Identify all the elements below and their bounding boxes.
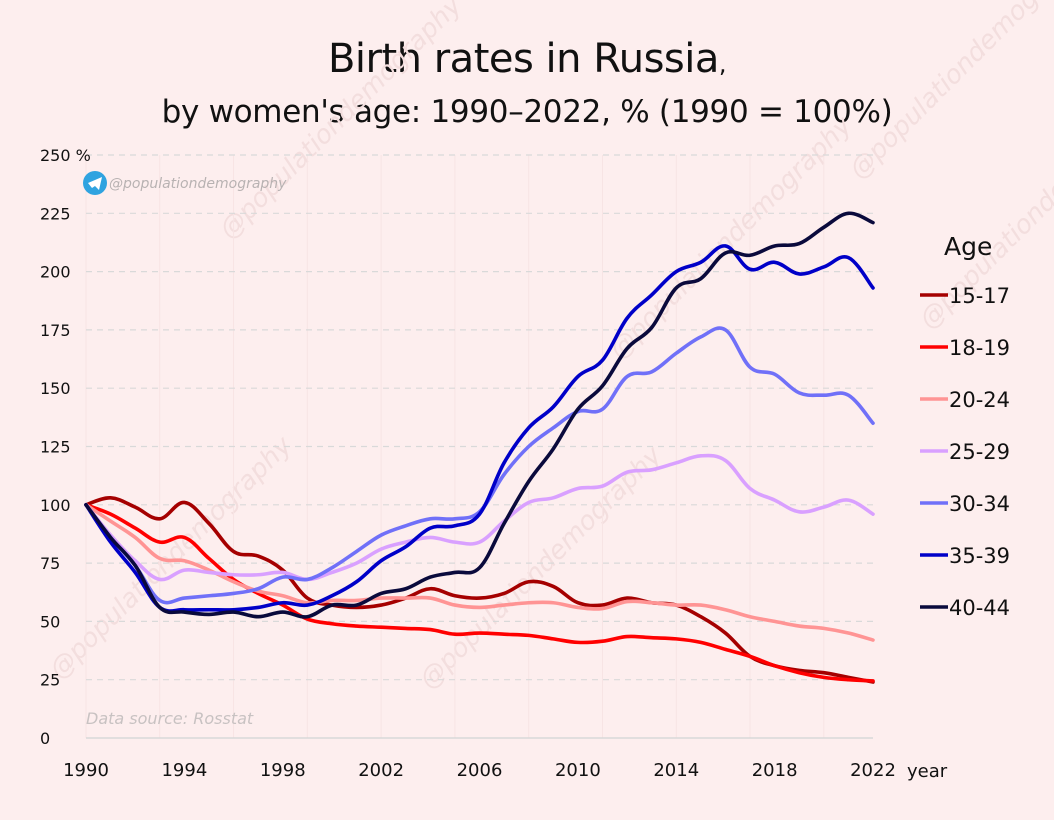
series-line-25-29: [84, 453, 875, 582]
chart-subtitle: by women's age: 1990–2022, % (1990 = 100…: [161, 94, 893, 130]
series-line-35-39: [84, 244, 875, 613]
data-source: Data source: Rosstat: [86, 709, 254, 728]
legend-item: 20-24: [920, 388, 1010, 412]
legend-item: 30-34: [920, 492, 1010, 516]
x-axis-ticks: 1990 1994 1998 2002 2006 2010 2014 2018 2022: [63, 760, 896, 781]
watermark-text: @populationdemography: [414, 440, 669, 695]
legend-item: 15-17: [920, 284, 1010, 308]
x-tick-label: 2006: [457, 760, 503, 781]
series-line-30-34: [84, 326, 875, 605]
chart-title-text: Birth rates in Russia: [327, 36, 719, 82]
chart-title: Birth rates in Russia,: [0, 36, 1054, 82]
y-tick-label: 50: [40, 612, 60, 631]
legend: Age 15-17 18-19 20-24 25-29 30-34 35-39 40-44: [920, 232, 1010, 620]
y-axis-ticks: 0 25 50 75 100 125 150 175 200 225 250 %: [40, 146, 91, 748]
watermark-text: @populationdemography: [844, 0, 1054, 185]
legend-label: 35-39: [949, 544, 1010, 568]
x-tick-label: 1998: [260, 760, 306, 781]
telegram-icon: [83, 171, 107, 195]
series-line-40-44: [84, 211, 875, 619]
legend-label: 40-44: [949, 596, 1010, 620]
y-tick-label: 25: [40, 671, 60, 690]
series-line-15-17: [84, 496, 875, 684]
watermark-layer: @populationdemography @populationdemograp…: [44, 0, 1054, 695]
y-tick-label: 75: [40, 554, 60, 573]
legend-title: Age: [944, 232, 992, 261]
x-tick-label: 2014: [653, 760, 699, 781]
x-tick-label: 2010: [555, 760, 601, 781]
y-tick-label: 250 %: [40, 146, 91, 165]
legend-label: 20-24: [949, 388, 1010, 412]
x-tick-label: 2002: [358, 760, 404, 781]
watermark-text: @populationdemography: [214, 0, 469, 245]
y-tick-label: 200: [40, 263, 71, 282]
y-tick-label: 100: [40, 496, 71, 515]
grid-lines: [85, 154, 873, 739]
y-tick-label: 0: [40, 729, 50, 748]
legend-item: 25-29: [920, 440, 1010, 464]
legend-label: 30-34: [949, 492, 1010, 516]
legend-label: 15-17: [949, 284, 1010, 308]
y-tick-label: 150: [40, 379, 71, 398]
x-tick-label: 2022: [850, 760, 896, 781]
legend-item: 18-19: [920, 336, 1010, 360]
telegram-handle: @populationdemography: [83, 171, 287, 195]
x-axis-label: year: [907, 761, 948, 782]
y-tick-label: 225: [40, 204, 71, 223]
telegram-handle-text: @populationdemography: [109, 176, 287, 192]
legend-label: 18-19: [949, 336, 1010, 360]
x-tick-label: 1994: [161, 760, 207, 781]
series-line-18-19: [84, 503, 875, 683]
legend-label: 25-29: [949, 440, 1010, 464]
watermark-text: @populationdemography: [604, 110, 859, 365]
x-tick-label: 2018: [752, 760, 798, 781]
series-lines: [84, 211, 875, 684]
legend-item: 35-39: [920, 544, 1010, 568]
y-tick-label: 175: [40, 321, 71, 340]
x-tick-label: 1990: [63, 760, 109, 781]
chart-title-comma: ,: [718, 50, 727, 78]
y-tick-label: 125: [40, 438, 71, 457]
legend-item: 40-44: [920, 596, 1010, 620]
